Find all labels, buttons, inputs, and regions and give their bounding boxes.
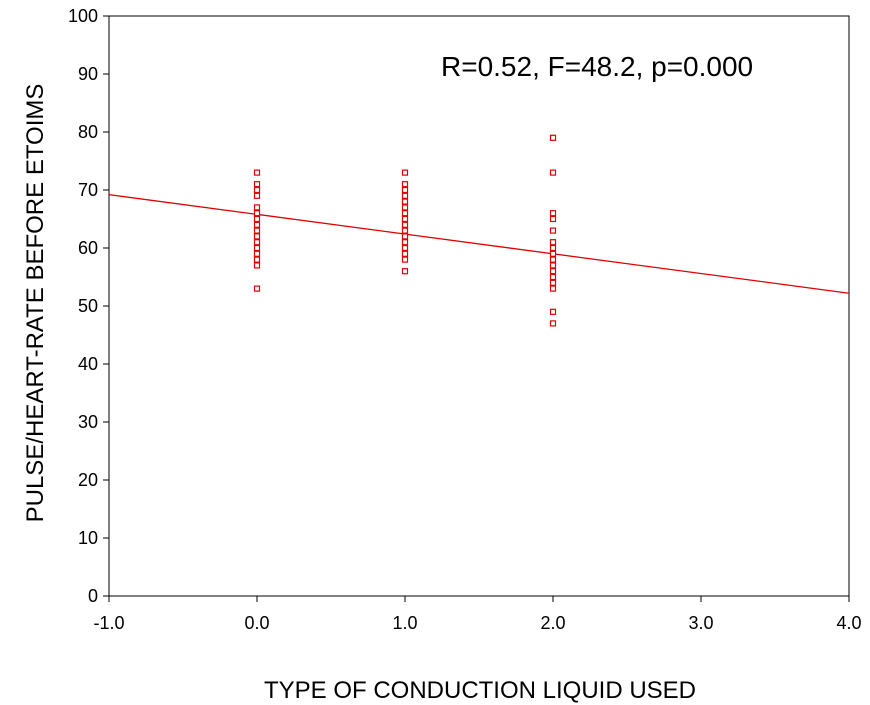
data-point — [401, 215, 409, 223]
data-point — [549, 227, 557, 234]
data-point — [401, 198, 409, 205]
data-point — [253, 204, 261, 211]
y-axis-title: PULSE/HEART-RATE BEFORE ETOIMS — [22, 84, 49, 523]
data-point — [253, 285, 261, 292]
data-point — [253, 262, 261, 269]
data-point — [549, 134, 557, 141]
data-point — [549, 169, 557, 176]
data-point — [253, 256, 261, 263]
x-axis-title: TYPE OF CONDUCTION LIQUID USED — [264, 677, 696, 704]
y-tick-label: 80 — [78, 122, 98, 142]
data-point — [253, 210, 261, 217]
data-point — [549, 308, 557, 315]
y-tick-label: 90 — [78, 64, 98, 84]
data-point — [549, 279, 557, 286]
data-point — [549, 239, 557, 246]
data-point — [401, 256, 409, 263]
x-tick-label: 3.0 — [688, 613, 713, 633]
data-point — [401, 192, 409, 199]
data-point — [549, 210, 557, 217]
data-point — [253, 227, 261, 234]
x-tick-label: -1.0 — [93, 613, 124, 633]
data-point — [253, 233, 261, 240]
y-tick-label: 30 — [78, 412, 98, 432]
y-tick-label: 20 — [78, 470, 98, 490]
data-point — [401, 169, 409, 176]
data-point — [549, 273, 557, 281]
data-point — [401, 221, 409, 228]
y-tick-label: 40 — [78, 354, 98, 374]
data-point — [253, 239, 261, 246]
data-point — [253, 244, 261, 252]
x-tick-label: 0.0 — [244, 613, 269, 633]
data-point — [401, 250, 409, 257]
y-tick-label: 100 — [68, 6, 98, 26]
data-point — [549, 250, 557, 257]
y-tick-label: 60 — [78, 238, 98, 258]
y-tick-label: 10 — [78, 528, 98, 548]
data-point — [401, 227, 409, 234]
y-tick-label: 70 — [78, 180, 98, 200]
x-tick-label: 2.0 — [540, 613, 565, 633]
plot-area-frame — [108, 15, 850, 597]
x-tick-label: 1.0 — [392, 613, 417, 633]
data-point — [549, 285, 557, 292]
data-point — [401, 204, 409, 211]
data-point — [401, 233, 409, 240]
data-point — [549, 262, 557, 269]
data-point — [253, 215, 261, 223]
data-point — [401, 186, 409, 194]
data-point — [253, 250, 261, 257]
data-point — [253, 192, 261, 199]
data-point — [401, 268, 409, 275]
data-point — [401, 210, 409, 217]
data-point — [253, 221, 261, 228]
data-point — [549, 268, 557, 275]
data-point — [549, 215, 557, 223]
data-point — [401, 239, 409, 246]
data-point — [549, 256, 557, 263]
y-tick-label: 50 — [78, 296, 98, 316]
data-point — [253, 186, 261, 194]
data-point — [253, 169, 261, 176]
data-point — [549, 244, 557, 252]
y-tick-label: 0 — [88, 586, 98, 606]
data-point — [401, 181, 409, 188]
data-point — [549, 320, 557, 327]
x-tick-label: 4.0 — [836, 613, 861, 633]
stats-annotation: R=0.52, F=48.2, p=0.000 — [441, 51, 753, 82]
data-point — [401, 244, 409, 252]
data-point — [253, 181, 261, 188]
regression-line — [108, 193, 850, 294]
